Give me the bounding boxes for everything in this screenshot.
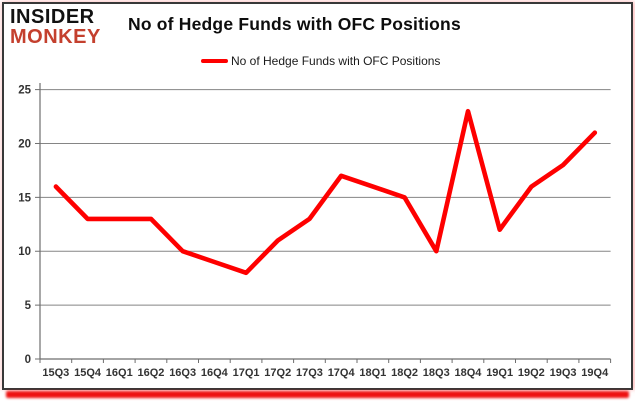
x-tick-label-17Q2: 17Q2 [264,367,291,379]
x-tick-label-17Q1: 17Q1 [233,367,260,379]
series-line [53,108,598,276]
y-tick-label: 15 [18,192,31,204]
x-tick-label-19Q2: 19Q2 [518,367,545,379]
y-tick-label: 5 [25,300,32,312]
line-chart: 0 5 10 15 20 25 15Q3 15Q4 16Q1 16Q2 16Q3 16Q4 17Q1 17… [18,83,612,379]
chart-title: No of Hedge Funds with OFC Positions [128,14,461,34]
x-tick-label-19Q1: 19Q1 [486,367,513,379]
x-tick-label-18Q2: 18Q2 [391,367,418,379]
logo-line2: MONKEY [10,26,101,48]
y-tick-label: 0 [25,354,31,366]
x-tick-label-17Q4: 17Q4 [328,367,356,379]
x-tick-label-16Q4: 16Q4 [201,367,229,379]
x-tick-label-18Q1: 18Q1 [359,367,386,379]
y-tick-label: 25 [18,85,31,97]
logo-line1: INSIDER [10,6,95,28]
bottom-red-glow [6,391,629,398]
y-tick-label: 10 [18,246,31,258]
legend: No of Hedge Funds with OFC Positions [201,54,440,68]
x-tick-label-16Q2: 16Q2 [137,367,164,379]
x-tick-label-19Q3: 19Q3 [550,367,577,379]
x-tick-label-18Q4: 18Q4 [454,367,482,379]
x-tick-label-15Q4: 15Q4 [74,367,102,379]
x-tick-label-15Q3: 15Q3 [42,367,69,379]
insider-monkey-logo: INSIDER MONKEY [10,7,101,47]
legend-label: No of Hedge Funds with OFC Positions [231,54,441,68]
x-tick-label-18Q3: 18Q3 [423,367,450,379]
x-tick-label-16Q3: 16Q3 [169,367,196,379]
y-tick-label: 20 [18,138,31,150]
x-tick-label-17Q3: 17Q3 [296,367,323,379]
chart-card [2,2,633,390]
x-tick-label-19Q4: 19Q4 [581,367,609,379]
x-tick-label-16Q1: 16Q1 [106,367,133,379]
legend-line-marker [201,59,228,63]
